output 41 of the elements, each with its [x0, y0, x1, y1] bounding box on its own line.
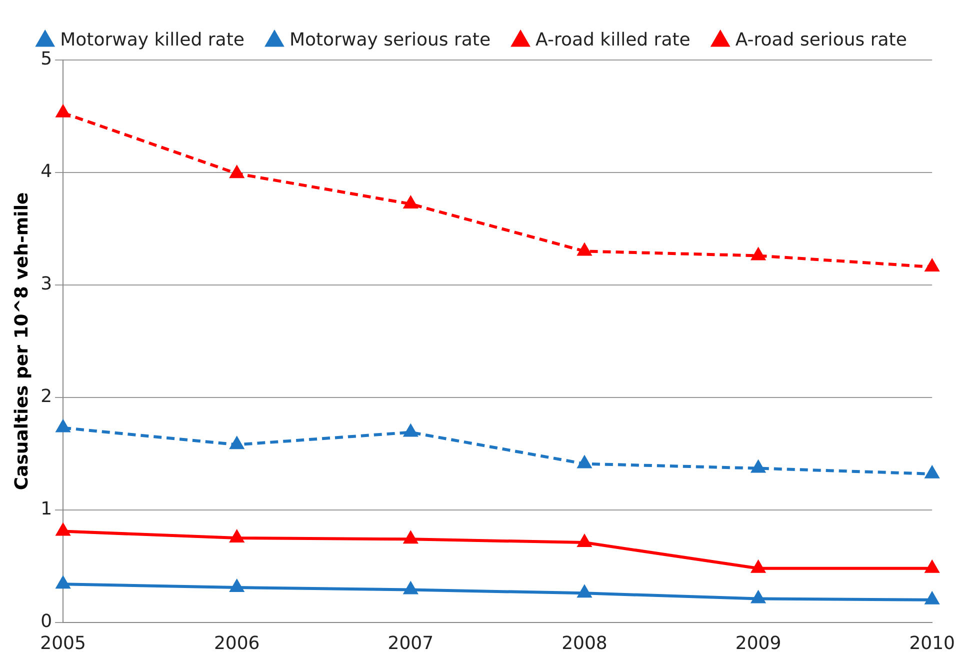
point	[404, 532, 418, 544]
y-axis-title: Casualties per 10^8 veh-mile	[11, 192, 32, 490]
point	[925, 466, 939, 478]
point	[230, 530, 244, 543]
point	[925, 592, 939, 604]
point	[578, 244, 592, 256]
point	[56, 105, 70, 118]
point	[578, 586, 592, 598]
y-tick-label: 5	[40, 48, 52, 70]
point	[56, 420, 70, 432]
point	[752, 560, 765, 573]
legend-label: Motorway killed rate	[60, 30, 244, 51]
point	[56, 576, 70, 589]
point	[752, 248, 765, 260]
point	[230, 166, 244, 178]
legend-label: Motorway serious rate	[289, 30, 491, 51]
point	[404, 582, 418, 594]
y-tick-label: 3	[40, 274, 52, 295]
point	[752, 460, 765, 473]
x-tick-label: 2007	[388, 632, 434, 654]
y-tick-label: 0	[40, 611, 52, 632]
y-tick-label: 1	[40, 498, 52, 520]
x-tick-label: 2009	[735, 632, 782, 654]
point	[230, 437, 244, 450]
point	[404, 424, 418, 437]
point	[56, 524, 70, 536]
x-tick-label: 2005	[40, 632, 86, 654]
x-tick-label: 2010	[909, 632, 955, 654]
point	[925, 560, 939, 573]
point	[925, 259, 939, 272]
legend-label: A-road serious rate	[735, 30, 907, 51]
point	[578, 535, 592, 548]
point	[578, 456, 592, 468]
x-tick-label: 2008	[562, 632, 608, 654]
y-tick-label: 2	[40, 386, 52, 408]
point	[752, 591, 765, 604]
legend-label: A-road killed rate	[536, 30, 690, 51]
y-tick-label: 4	[40, 161, 52, 182]
point	[404, 196, 418, 208]
point	[230, 580, 244, 592]
x-tick-label: 2006	[214, 632, 260, 654]
